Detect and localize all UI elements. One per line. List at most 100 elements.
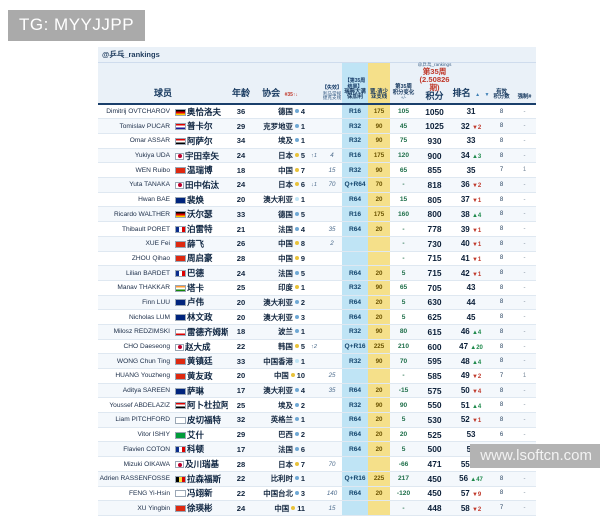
assoc-change [306, 500, 323, 516]
flag-icon [175, 358, 186, 366]
player-name-cn: 萨琳 [172, 383, 228, 399]
table-header-row: 球员 年龄 协会 #35↑↓ 【失效】 利马常规 捷克支线 【第35周 结果】 … [98, 62, 537, 106]
assoc-dot-icon [294, 461, 299, 466]
forced-value: - [513, 324, 537, 340]
sort-desc-icon[interactable]: ▼ [484, 92, 490, 99]
forced-value: - [513, 280, 537, 296]
assoc-change [306, 133, 323, 149]
flag-icon [175, 387, 186, 395]
table-row[interactable]: Lilian BARDET 巴德 24 法国 5 R64 20 5 715 42 ▼1 8- [98, 265, 537, 281]
table-row[interactable]: Aditya SAREEN 萨琳 17 澳大利亚 4 35 R64 20 -15 575 50 ▼4… [98, 383, 537, 399]
table-row[interactable]: Ricardo WALTHER 沃尔瑟 33 德国 5 R16 175 160 800 38 ▲4… [98, 206, 537, 223]
flag-icon [175, 431, 186, 439]
player-association: 法国 6 [254, 441, 306, 458]
point-change: 20 [390, 427, 418, 443]
table-row[interactable]: Liam PITCHFORD 皮切福特 32 英格兰 1 R64 20 5 530 52 ▼1 8- [98, 412, 537, 428]
sort-asc-icon[interactable]: ▲ [475, 92, 481, 99]
player-name-latin: FENG Yi-Hsin [98, 486, 172, 502]
valid-count: 8 [490, 148, 514, 164]
table-row[interactable]: XUE Fei 薛飞 26 中国 8 2-730 40 ▼1 8- [98, 236, 537, 252]
th-valid-count[interactable]: 有效 积分数 [490, 62, 514, 106]
week-points: 90 [368, 397, 391, 414]
rank-value: 34 ▲3 [452, 148, 491, 164]
th-points[interactable]: @乒乓_rankings 第35周(2.50826期) 积分 [417, 62, 453, 106]
table-row[interactable]: Dimitrij OVTCHAROV 奥恰洛夫 36 德国 4 R16 175 105 1050… [98, 104, 537, 120]
valid-count: 8 [490, 280, 514, 296]
th-week-result-left[interactable]: 【第35周 结果】 瑞典大满 保加利 [342, 62, 369, 106]
th-rank[interactable]: 排名 ▲ ▼ [452, 62, 491, 106]
table-row[interactable]: Nicholas LUM 林文政 20 澳大利亚 3 R64 20 5 625 45 8- [98, 309, 537, 325]
table-row[interactable]: Vitor ISHIY 艾什 29 巴西 2 R64 20 20 525 53 6- [98, 427, 537, 443]
forced-value: - [513, 148, 537, 164]
week-points [368, 500, 391, 516]
table-row[interactable]: CHO Daeseong 赵大成 22 韩国 5 ↑2 Q+R16 225 210 600 47 ▲… [98, 339, 537, 355]
total-points: 600 [417, 339, 453, 355]
th-assoc[interactable]: 协会 #35↑↓ [254, 62, 306, 106]
week-round: R32 [342, 353, 369, 370]
player-name-latin: WONG Chun Ting [98, 353, 172, 370]
table-row[interactable]: WONG Chun Ting 黄镇廷 33 中国香港 1 R32 90 70 595 48 ▲4 8… [98, 353, 537, 370]
table-row[interactable]: XU Yingbin 徐瑛彬 24 中国 11 15-448 58 ▼2 7- [98, 500, 537, 516]
week-points: 20 [368, 265, 391, 281]
rank-value: 40 ▼1 [452, 236, 491, 252]
player-association: 英格兰 1 [254, 412, 306, 428]
player-name-latin: Thibault PORET [98, 221, 172, 237]
player-age: 20 [228, 309, 254, 325]
point-change: -15 [390, 383, 418, 399]
flag-icon [175, 490, 186, 498]
rank-value: 56 ▲47 [452, 471, 491, 487]
assoc-dot-icon [294, 255, 299, 260]
table-row[interactable]: Milosz REDZIMSKI雷德齐姆斯基18波兰1 R32908061546 … [98, 324, 537, 340]
table-row[interactable]: Tomislav PUCAR 普卡尔 29 克罗地亚 1 R32 90 45 1025 32 ▼2… [98, 118, 537, 135]
flag-icon [175, 343, 184, 351]
player-name-cn: 泊雷特 [172, 221, 228, 237]
rank-move: ▲20 [470, 345, 483, 351]
player-name-cn: 薛飞 [172, 236, 228, 252]
total-points: 930 [417, 133, 453, 149]
player-association: 中国 8 [254, 236, 306, 252]
th-forced[interactable]: 强制# [513, 62, 537, 106]
table-row[interactable]: ZHOU Qihao 周启豪 28 中国 9-715 41 ▼1 8- [98, 251, 537, 267]
forced-value: - [513, 383, 537, 399]
table-row[interactable]: WEN Ruibo 温瑞博 18 中国 7 15 R32 90 65 855 35 7 1 [98, 162, 537, 179]
table-row[interactable]: Yukiya UDA 宇田幸矢 24 日本 5 ↑1 4 R16 175 120 900 34 ▲3 8… [98, 148, 537, 164]
forced-value: - [513, 295, 537, 311]
point-change: - [390, 251, 418, 267]
table-row[interactable]: Thibault PORET 泊雷特 21 法国 4 35 R64 20-778 39 ▼1 8- [98, 221, 537, 237]
rank-move: ▼2 [471, 506, 482, 513]
forced-value: - [513, 265, 537, 281]
expired-points [322, 427, 343, 443]
table-row[interactable]: Manav THAKKAR 塔卡 25 印度 1 R32 90 65 705 43 8- [98, 280, 537, 296]
th-week-result-right[interactable]: 贾-清少 亚支线 [368, 62, 391, 106]
table-row[interactable]: Yuta TANAKA 田中佑汰 24 日本 6 ↓1 70 Q+R64 70-818 36 ▼2… [98, 177, 537, 193]
table-row[interactable]: Finn LUU 卢伟 20 澳大利亚 2 R64 20 5 630 44 8- [98, 295, 537, 311]
total-points: 730 [417, 236, 453, 252]
expired-points: 140 [322, 486, 343, 502]
table-row[interactable]: Hwan BAE 裴焕 20 澳大利亚 1 R64 20 15 805 37 ▼1 8- [98, 192, 537, 208]
expired-points [322, 280, 343, 296]
total-points: 471 [417, 456, 453, 472]
th-age[interactable]: 年龄 [228, 62, 254, 106]
forced-value: - [513, 339, 537, 355]
table-row[interactable]: HUANG Youzheng 黄友政 20 中国 10 25 -585 49 ▼2 7 1 [98, 368, 537, 384]
player-age: 36 [228, 104, 254, 120]
table-row[interactable]: Adrien RASSENFOSSE 拉森福斯 22 比利时 1 Q+R16 225 217 4… [98, 471, 537, 487]
rank-value: 57 ▼9 [452, 486, 491, 502]
player-name-cn: 徐瑛彬 [172, 500, 228, 516]
player-association: 巴西 2 [254, 427, 306, 443]
week-points: 225 [368, 471, 391, 487]
assoc-change [306, 324, 323, 340]
week-round: R32 [342, 397, 369, 414]
player-association: 法国 5 [254, 265, 306, 281]
watermark: www.lsoftcn.com [470, 444, 600, 468]
player-name-latin: Adrien RASSENFOSSE [98, 471, 172, 487]
th-point-change[interactable]: 第35周 积分变化 +/- [390, 62, 418, 106]
th-player[interactable]: 球员 [98, 62, 228, 106]
table-row[interactable]: Omar ASSAR 阿萨尔 34 埃及 1 R32 90 75 930 33 8- [98, 133, 537, 149]
table-row[interactable]: Youssef ABDELAZIZ阿卜杜拉阿齐兹25埃及2R3290905505… [98, 397, 537, 414]
table-row[interactable]: FENG Yi-Hsin 冯翊新 22 中国台北 3 140 R64 20 -120 450 57 … [98, 486, 537, 502]
player-age: 25 [228, 397, 254, 414]
th-expired[interactable]: 【失效】 利马常规 捷克支线 [322, 62, 342, 106]
assoc-dot-icon [294, 226, 299, 231]
